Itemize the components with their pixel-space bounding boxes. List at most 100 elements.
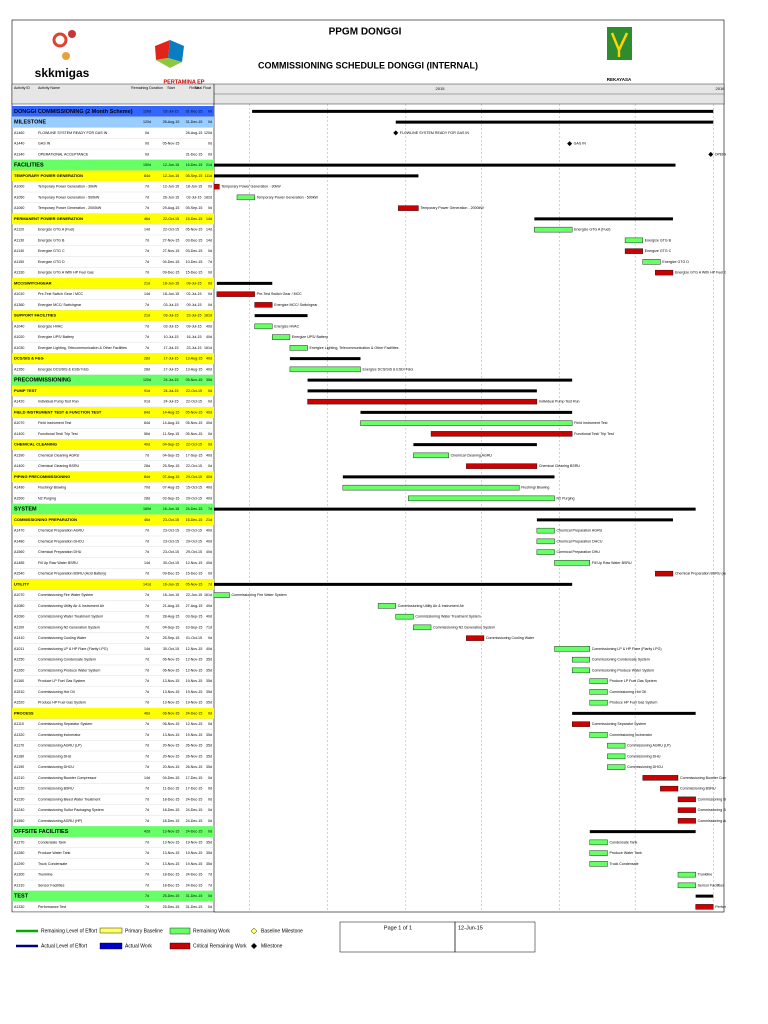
start: 14-Aug-15 — [163, 410, 180, 414]
row-band — [12, 310, 214, 321]
activity-name: PRECOMMISSIONING — [14, 378, 71, 384]
activity-id: A1400 — [14, 464, 24, 468]
row-band — [12, 385, 214, 397]
finish: 05-Nov-15 — [186, 228, 203, 232]
duration: 28d — [144, 496, 150, 500]
summary-bar — [536, 518, 673, 522]
finish: 24-Dec-15 — [186, 883, 203, 887]
duration: 7d — [145, 851, 149, 855]
activity-name: Condensate Tank — [38, 840, 66, 844]
print-date: 12-Jun-15 — [458, 925, 483, 931]
finish: 10-Sep-15 — [186, 625, 203, 629]
legend-swatch — [169, 927, 191, 935]
start: 21-Aug-15 — [163, 604, 180, 608]
start: 04-Sep-15 — [163, 625, 180, 629]
activity-name: Commissioning N2 Generation System — [38, 625, 100, 629]
bar-label: Commissioning Hot Oil — [609, 690, 646, 694]
bar-label: Commissioning Utility Air & Instrument A… — [398, 604, 465, 608]
activity-name: Commissioning Produce Water System — [38, 668, 100, 672]
activity-name: Energize MCC/ Switchgear — [38, 303, 82, 307]
task-bar — [554, 560, 591, 566]
bar-label: Commissioning Incinerator — [609, 733, 652, 737]
activity-id: A1390 — [14, 453, 24, 457]
start: 17-Jul-15 — [164, 367, 179, 371]
task-bar — [677, 818, 696, 824]
activity-id: A1040 — [14, 324, 24, 328]
activity-name: Functional Test/ Trip Test — [38, 432, 78, 436]
task-bar — [677, 807, 696, 813]
row-band — [12, 439, 214, 450]
finish: 17-Dec-15 — [186, 776, 203, 780]
float: 21d — [206, 518, 212, 522]
task-bar — [571, 721, 590, 727]
duration: 46d — [144, 217, 150, 221]
float: 40d — [206, 410, 212, 414]
float: 35d — [206, 733, 212, 737]
duration: 84d — [144, 174, 150, 178]
finish: 02-Jul-15 — [187, 195, 202, 199]
duration: 7d — [145, 808, 149, 812]
summary-bar — [214, 582, 573, 586]
activity-name: CHEMICAL CLEANING — [14, 442, 57, 447]
activity-name: Energize GTG D — [38, 260, 65, 264]
task-bar — [589, 861, 608, 867]
bar-label: Produce Water Tank — [609, 851, 642, 855]
bar-label: Commissioning DHCU — [627, 765, 663, 769]
activity-id: A1340 — [14, 152, 24, 156]
duration: 120d — [143, 109, 151, 113]
activity-id: A1120 — [14, 228, 24, 232]
month-label: Jan — [748, 96, 754, 101]
start: 06-Nov-15 — [163, 658, 180, 662]
finish: 29-Oct-15 — [186, 539, 202, 543]
bar-label: Chemical Cleaning BSRU — [539, 464, 581, 468]
float: 40d — [206, 496, 212, 500]
task-bar — [408, 495, 555, 502]
task-bar — [413, 452, 449, 459]
bar-label: Flushing/ Blowing — [521, 486, 549, 490]
task-bar — [254, 302, 273, 308]
duration: 7d — [145, 625, 149, 629]
task-bar — [624, 248, 643, 254]
start: 05-Nov-15 — [163, 142, 180, 146]
start: 22-Oct-15 — [163, 217, 179, 221]
summary-bar — [413, 443, 537, 447]
page-number: Page 1 of 1 — [384, 925, 412, 931]
finish: 09-Jul-15 — [187, 303, 202, 307]
summary-bar — [572, 711, 696, 715]
start: 23-Oct-15 — [163, 518, 179, 522]
activity-name: Commissioning Cooling Water — [38, 636, 87, 640]
float: 14d — [206, 228, 212, 232]
activity-name: Commissioning Bleed Water Treatment — [38, 797, 100, 801]
float: 0d — [208, 636, 212, 640]
task-bar — [272, 334, 291, 340]
start: 09-Dec-15 — [163, 572, 180, 576]
float: 14d — [206, 238, 212, 242]
float: 21d — [206, 163, 212, 167]
finish: 24-Dec-15 — [186, 819, 203, 823]
float: 111d — [205, 174, 212, 178]
task-bar — [536, 538, 555, 545]
start: 16-Jun-15 — [163, 593, 179, 597]
activity-name: OFFSITE FACILITIES — [14, 829, 69, 835]
start: 04-Sep-15 — [163, 453, 180, 457]
activity-name: PERMANENT POWER GENERATION — [14, 216, 83, 221]
task-bar — [607, 753, 626, 760]
activity-name: DONGGI COMMISSIONING (2 Month Scheme) — [14, 109, 133, 115]
float: 35d — [206, 840, 212, 844]
start: 18-Dec-15 — [163, 873, 180, 877]
float: 35d — [206, 378, 212, 382]
duration: 84d — [144, 421, 150, 425]
float: 0d — [208, 819, 212, 823]
summary-bar — [252, 109, 714, 113]
float: 35d — [206, 679, 212, 683]
task-bar — [534, 226, 573, 233]
activity-name: Commissioning Utility Air & Instrument A… — [38, 604, 105, 608]
activity-name: UTILITY — [14, 581, 29, 586]
activity-name: FACILITIES — [14, 163, 44, 169]
bar-label: Chemical Cleaning AGRU — [451, 453, 493, 457]
activity-name: N2 Purging — [38, 496, 56, 500]
row-band — [12, 374, 214, 386]
duration: 28d — [144, 357, 150, 361]
logo-text: skkmigas — [35, 66, 90, 80]
task-bar — [589, 732, 608, 738]
